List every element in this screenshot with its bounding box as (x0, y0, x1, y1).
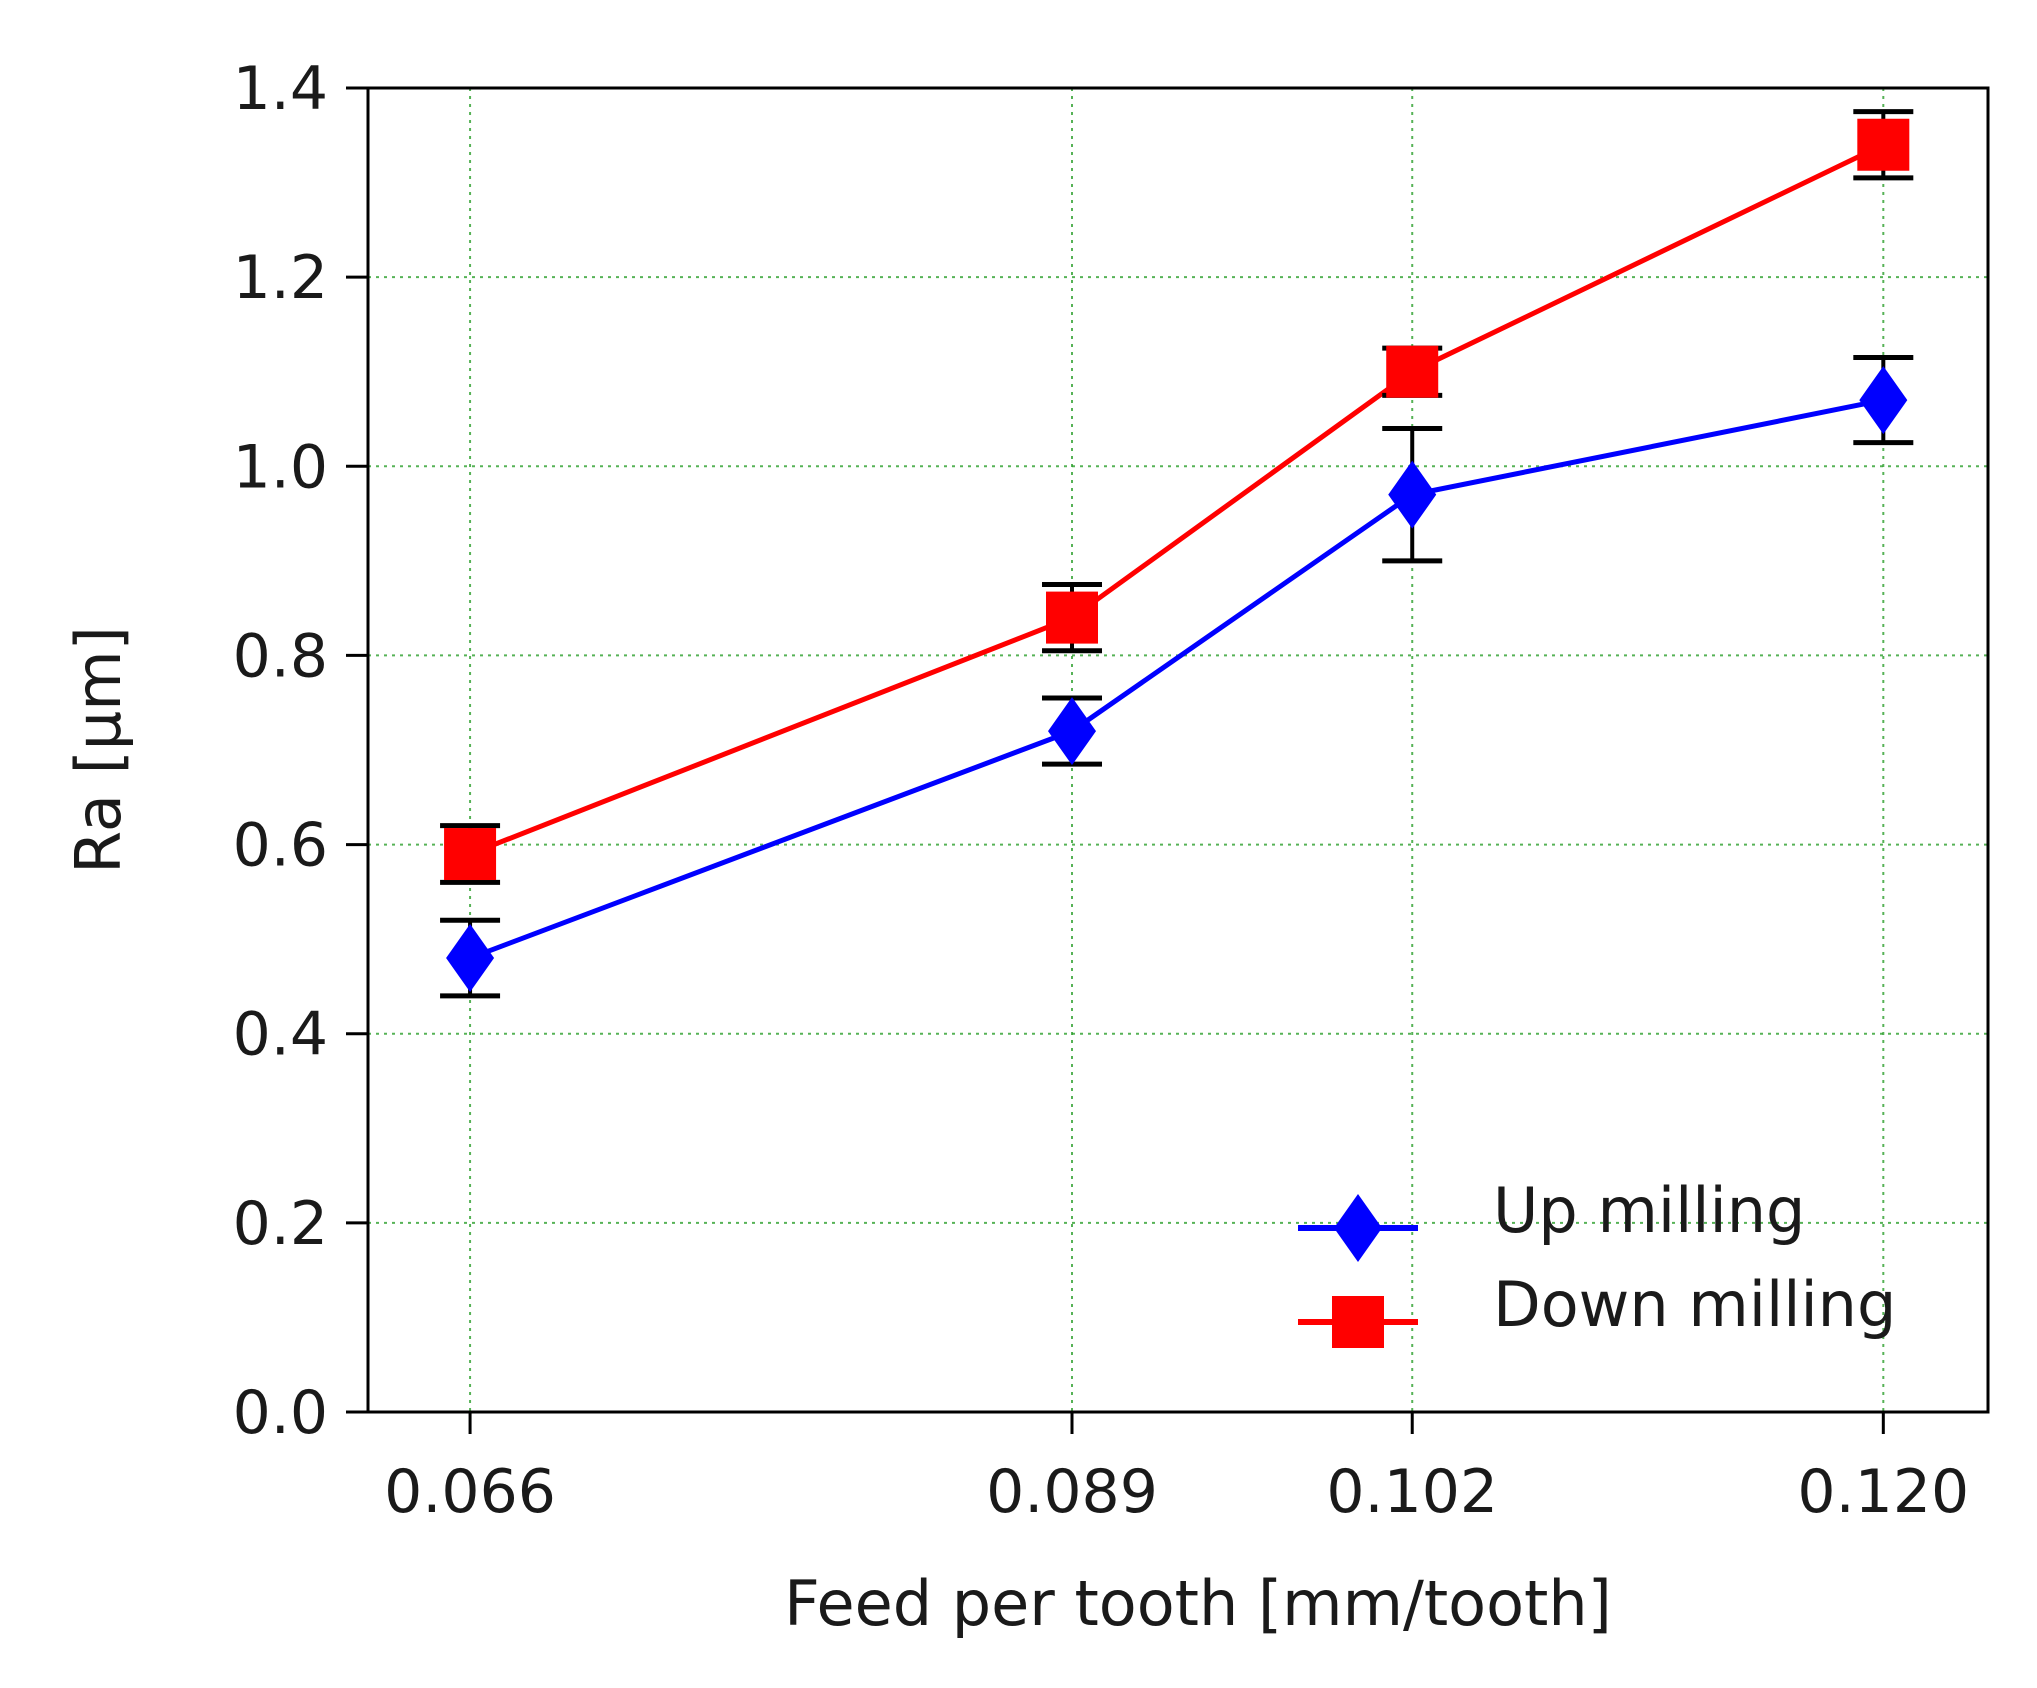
x-tick-label: 0.120 (1797, 1457, 1969, 1527)
legend-item-down-milling: Down milling (1298, 1268, 1896, 1348)
y-tick-label: 0.6 (233, 811, 328, 881)
y-tick-label: 0.8 (233, 621, 328, 691)
data-point (444, 828, 497, 881)
series-line (469, 397, 1884, 961)
series-down-milling (440, 109, 1914, 885)
x-axis-title: Feed per tooth [mm/tooth] (784, 1567, 1612, 1640)
data-point (1386, 345, 1439, 398)
axis-ticks: 0.0 0.2 0.4 0.6 0.8 1.0 1.2 1.4 0.066 0.089 0.102 0… (233, 54, 1970, 1527)
legend-marker (1332, 1296, 1384, 1348)
series-line (469, 142, 1885, 857)
y-tick-label: 1.4 (233, 54, 328, 124)
plot-frame (366, 86, 1990, 1414)
y-tick-label: 0.0 (233, 1378, 328, 1448)
y-tick-label: 1.0 (233, 432, 328, 502)
data-point (446, 924, 495, 993)
x-tick-label: 0.089 (986, 1457, 1158, 1527)
x-tick-label: 0.102 (1326, 1457, 1498, 1527)
data-point (1046, 591, 1099, 644)
series-up-milling (440, 355, 1914, 999)
y-tick-label: 0.4 (233, 1000, 328, 1070)
data-point (1388, 460, 1437, 529)
y-tick-label: 1.2 (233, 243, 328, 313)
data-point (1857, 118, 1910, 171)
data-point (1048, 697, 1097, 766)
x-tick-label: 0.066 (384, 1457, 556, 1527)
y-axis-title: Ra [µm] (62, 626, 135, 874)
data-point (1859, 366, 1908, 435)
legend-label: Down milling (1493, 1268, 1896, 1341)
legend-marker (1334, 1194, 1382, 1262)
legend-item-up-milling: Up milling (1298, 1174, 1805, 1262)
legend-label: Up milling (1493, 1174, 1805, 1247)
y-tick-label: 0.2 (233, 1189, 328, 1259)
legend: Up milling Down milling (1298, 1174, 1896, 1348)
series-layer (440, 109, 1914, 999)
